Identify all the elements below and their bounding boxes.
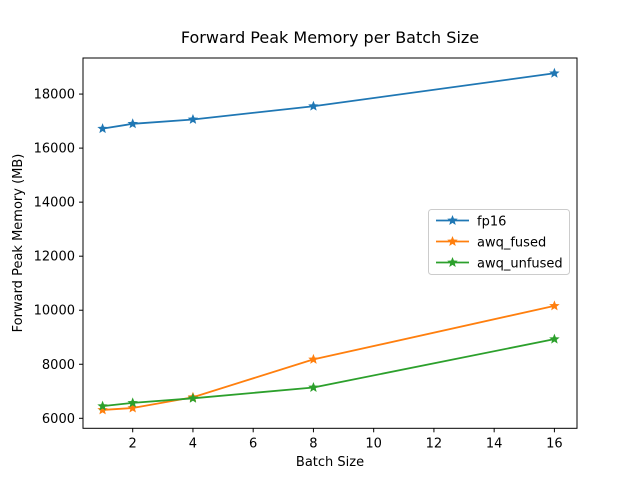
y-tick-label: 14000 (34, 196, 75, 211)
legend-marker-fp16 (447, 215, 458, 225)
legend-label-awq_fused: awq_fused (477, 235, 546, 250)
marker-awq_fused (97, 404, 108, 415)
x-tick-label: 14 (486, 436, 503, 451)
legend-box (428, 209, 570, 275)
x-tick-label: 12 (426, 436, 443, 451)
y-tick-label: 6000 (42, 412, 75, 427)
y-tick-label: 16000 (34, 142, 75, 157)
marker-awq_unfused (308, 382, 319, 392)
x-axis-label: Batch Size (296, 455, 364, 470)
y-tick-label: 10000 (34, 304, 75, 319)
x-tick-label: 16 (546, 436, 563, 451)
marker-fp16 (187, 113, 199, 124)
x-tick-label: 2 (129, 436, 137, 451)
marker-awq_unfused (549, 333, 560, 344)
marker-fp16 (127, 118, 138, 129)
y-tick-label: 12000 (34, 250, 75, 265)
legend: fp16 awq_fused awq_unfused (428, 209, 570, 275)
marker-awq_unfused (187, 392, 199, 403)
legend-label-awq_unfused: awq_unfused (477, 256, 563, 271)
chart-title: Forward Peak Memory per Batch Size (181, 28, 479, 47)
x-tick-label: 4 (189, 436, 197, 451)
marker-awq_fused (549, 300, 560, 311)
marker-fp16 (97, 123, 108, 134)
marker-fp16 (308, 100, 319, 111)
marker-awq_fused (127, 402, 138, 413)
marker-awq_fused (308, 353, 319, 364)
x-tick-label: 10 (365, 436, 382, 451)
marker-awq_unfused (127, 397, 138, 408)
y-tick-label: 8000 (42, 358, 75, 373)
x-tick-label: 8 (309, 436, 317, 451)
legend-marker-awq_unfused (447, 257, 458, 267)
x-tick-label: 6 (249, 436, 257, 451)
y-axis-label: Forward Peak Memory (MB) (11, 154, 26, 333)
marker-fp16 (549, 67, 560, 78)
legend-marker-awq_fused (447, 236, 458, 246)
y-tick-label: 18000 (34, 88, 75, 103)
legend-label-fp16: fp16 (477, 214, 506, 229)
data-series-layer (97, 67, 560, 415)
marker-awq_unfused (97, 400, 108, 411)
